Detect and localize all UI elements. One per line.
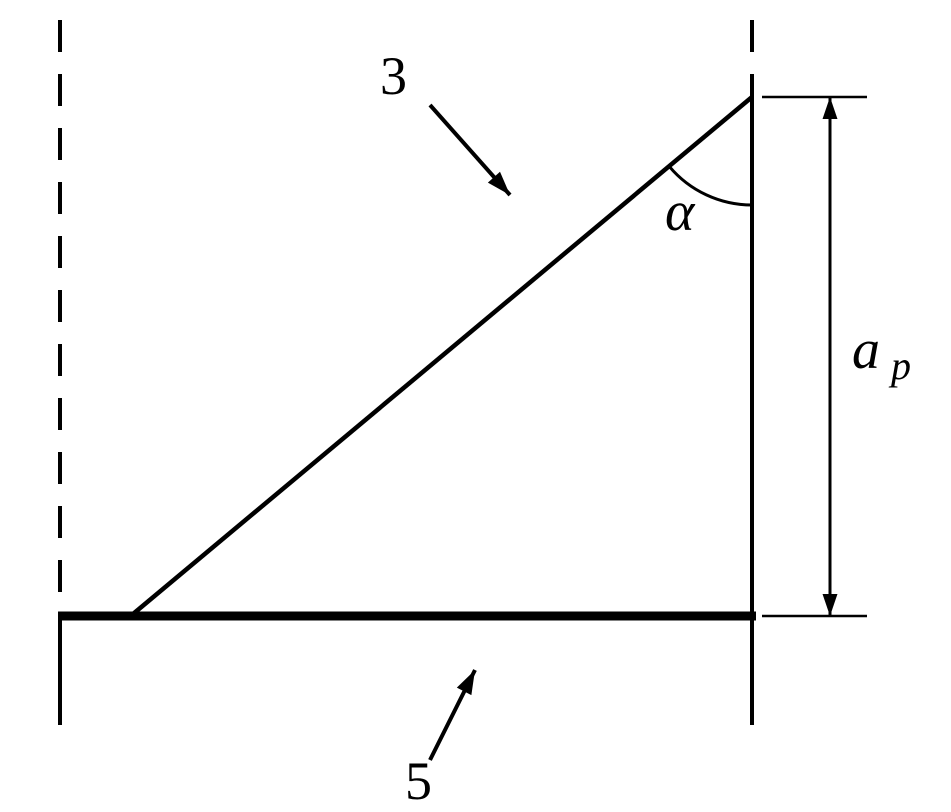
diagram-lines xyxy=(58,20,867,760)
label-ap-p: p xyxy=(891,342,911,389)
label-3: 3 xyxy=(380,45,407,107)
label-alpha: α xyxy=(665,180,694,244)
label-ap-a: a xyxy=(852,318,880,382)
geometric-diagram xyxy=(0,0,951,812)
label-5: 5 xyxy=(405,750,432,812)
